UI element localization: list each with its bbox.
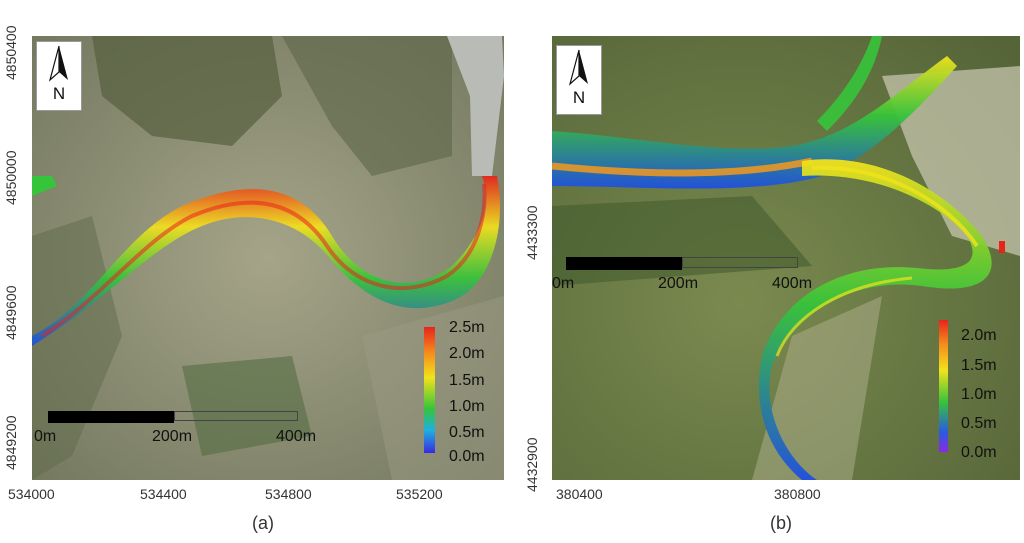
y-tick-label: 4849600 — [3, 285, 19, 340]
scale-label: 200m — [658, 275, 699, 292]
scale-bar-b — [566, 257, 798, 270]
depth-legend-b — [939, 320, 948, 452]
x-tick-label: 534800 — [265, 486, 312, 502]
panel-caption: (a) — [252, 513, 274, 533]
depth-legend-a — [424, 327, 435, 453]
x-tick-label: 534400 — [140, 486, 187, 502]
legend-label: 0.5m — [961, 415, 997, 432]
scale-label: 400m — [276, 428, 317, 445]
x-tick-label: 380400 — [556, 486, 603, 502]
legend-label: 0.0m — [449, 448, 485, 465]
y-tick-label: 4850400 — [3, 25, 19, 80]
y-tick-label: 4432900 — [524, 437, 540, 492]
x-tick-label: 534000 — [8, 486, 55, 502]
y-tick-label: 4849200 — [3, 415, 19, 470]
scale-bar-a — [48, 411, 298, 423]
north-label: N — [52, 84, 66, 103]
legend-label: 2.5m — [449, 319, 485, 336]
legend-label: 2.0m — [961, 327, 997, 344]
north-arrow-icon — [48, 45, 68, 82]
legend-label: 1.0m — [449, 398, 485, 415]
north-arrow-a: N — [36, 41, 82, 111]
panel-caption: (b) — [770, 513, 792, 533]
legend-label: 1.5m — [449, 372, 485, 389]
legend-label: 1.5m — [961, 357, 997, 374]
y-tick-label: 4850000 — [3, 150, 19, 205]
scale-label: 400m — [772, 275, 813, 292]
legend-label: 0.5m — [449, 424, 485, 441]
legend-label: 2.0m — [449, 345, 485, 362]
north-label: N — [572, 88, 586, 107]
legend-label: 1.0m — [961, 386, 997, 403]
y-tick-label: 4433300 — [524, 205, 540, 260]
scale-label: 0m — [34, 428, 57, 445]
north-arrow-b: N — [556, 45, 602, 115]
legend-label: 0.0m — [961, 444, 997, 461]
scale-label: 0m — [552, 275, 575, 292]
north-arrow-icon — [568, 49, 588, 86]
scale-label: 200m — [152, 428, 193, 445]
x-tick-label: 380800 — [774, 486, 821, 502]
x-tick-label: 535200 — [396, 486, 443, 502]
map-a — [32, 36, 504, 480]
